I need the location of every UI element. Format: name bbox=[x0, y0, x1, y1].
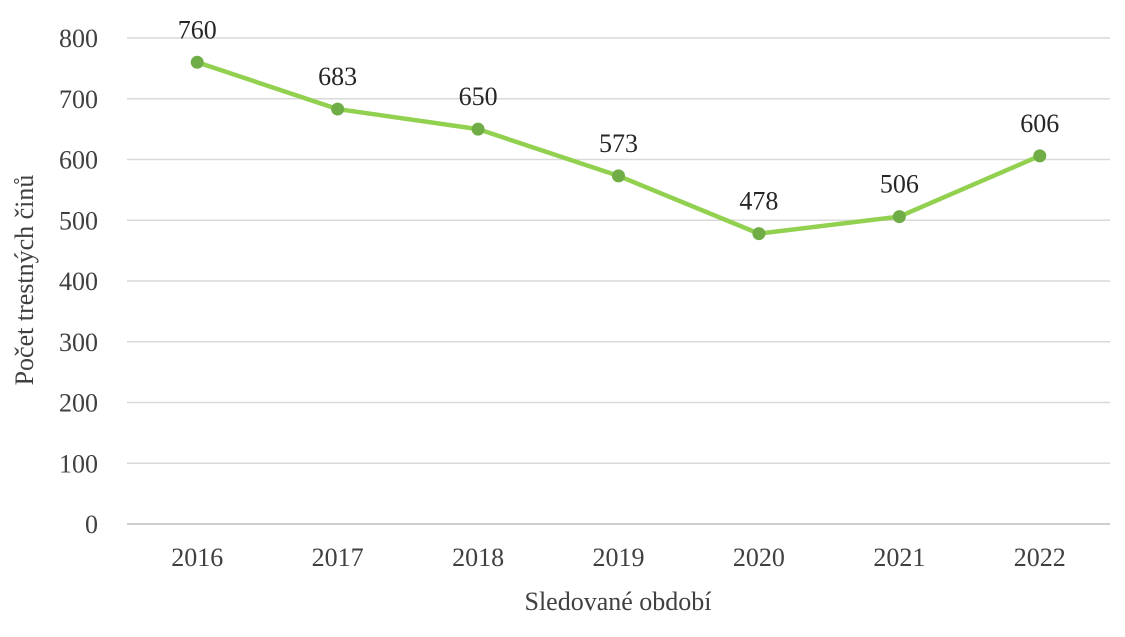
y-tick-label: 600 bbox=[59, 146, 98, 175]
x-axis-title: Sledované období bbox=[524, 587, 711, 616]
x-axis-ticks: 2016 2017 2018 2019 2020 2021 2022 bbox=[171, 543, 1066, 572]
y-tick-label: 100 bbox=[59, 449, 98, 478]
x-tick-label: 2017 bbox=[312, 543, 364, 572]
data-label: 650 bbox=[459, 82, 498, 111]
y-tick-label: 300 bbox=[59, 328, 98, 357]
data-label: 683 bbox=[318, 62, 357, 91]
data-point bbox=[471, 122, 485, 136]
y-tick-label: 0 bbox=[85, 510, 98, 539]
y-tick-label: 500 bbox=[59, 206, 98, 235]
x-tick-label: 2019 bbox=[593, 543, 645, 572]
y-axis-title: Počet trestných činů bbox=[10, 175, 39, 386]
data-label: 573 bbox=[599, 129, 638, 158]
x-tick-label: 2021 bbox=[873, 543, 925, 572]
x-tick-label: 2018 bbox=[452, 543, 504, 572]
y-tick-label: 400 bbox=[59, 267, 98, 296]
x-tick-label: 2022 bbox=[1014, 543, 1066, 572]
x-tick-label: 2016 bbox=[171, 543, 223, 572]
gridlines bbox=[127, 37, 1110, 525]
data-label: 506 bbox=[880, 170, 919, 199]
data-label: 478 bbox=[739, 187, 778, 216]
data-point bbox=[892, 210, 906, 224]
data-label: 760 bbox=[178, 15, 217, 44]
data-point bbox=[190, 55, 204, 69]
y-tick-label: 700 bbox=[59, 85, 98, 114]
y-axis-ticks: 0 100 200 300 400 500 600 700 800 bbox=[59, 24, 98, 539]
data-label: 606 bbox=[1020, 109, 1059, 138]
y-tick-label: 200 bbox=[59, 389, 98, 418]
y-tick-label: 800 bbox=[59, 24, 98, 53]
data-point bbox=[612, 169, 625, 183]
data-point bbox=[331, 102, 345, 116]
data-point bbox=[1033, 149, 1047, 163]
data-labels: 760 683 650 573 478 506 606 bbox=[178, 15, 1060, 215]
series-group bbox=[190, 55, 1047, 241]
data-point bbox=[752, 227, 766, 241]
x-tick-label: 2020 bbox=[733, 543, 785, 572]
